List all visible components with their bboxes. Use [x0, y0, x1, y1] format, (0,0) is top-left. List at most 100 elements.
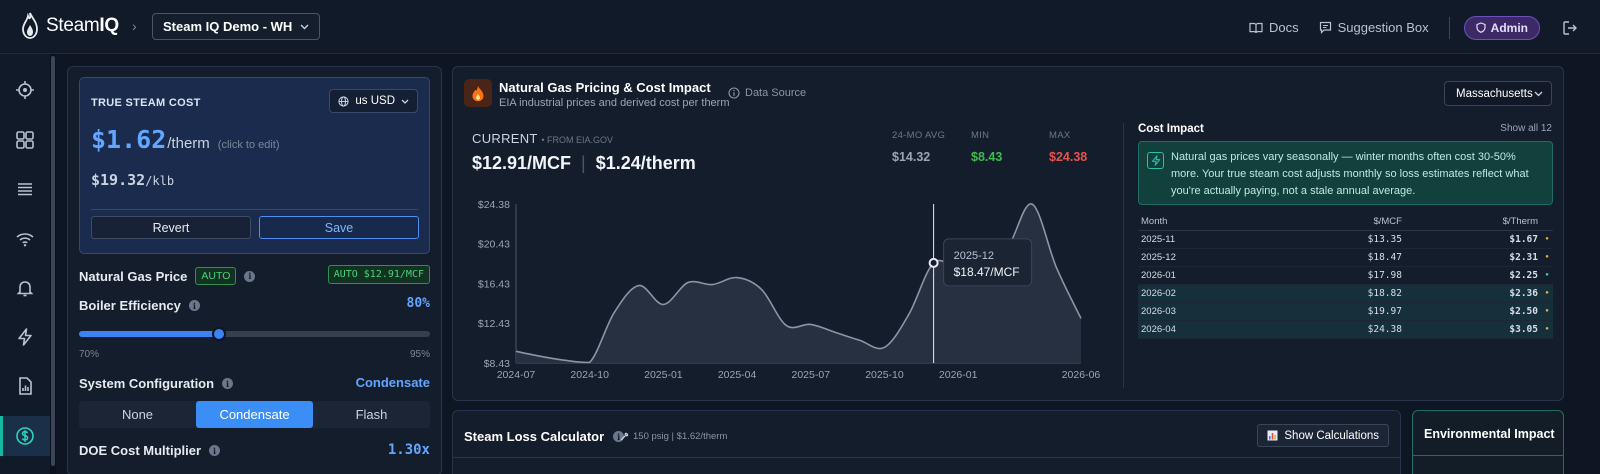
wifi-icon: [16, 233, 34, 247]
stat-min-value: $8.43: [971, 150, 1003, 164]
bolt-icon: [18, 328, 32, 346]
x-tick-label: 2024-07: [497, 369, 536, 381]
x-tick-label: 2025-04: [718, 369, 757, 381]
info-icon[interactable]: i: [188, 300, 200, 311]
sidebar: [0, 54, 56, 474]
book-icon: [1249, 22, 1263, 33]
cell-month: 2025-11: [1138, 230, 1273, 249]
data-source-link[interactable]: Data Source: [728, 87, 806, 99]
table-row[interactable]: 2025-11 $13.35 $1.67 ●: [1138, 230, 1553, 249]
currency-selector[interactable]: us USD: [329, 89, 418, 113]
info-icon[interactable]: i: [222, 378, 234, 389]
steam-cost-unit: /therm: [167, 135, 210, 152]
y-tick-label: $12.43: [478, 318, 510, 330]
table-row[interactable]: 2026-03 $19.97 $2.50 ●: [1138, 302, 1553, 321]
show-all-link[interactable]: Show all 12: [1500, 123, 1552, 134]
stat-min-label: MIN: [971, 130, 990, 141]
steam-cost-value: $1.62: [91, 125, 167, 154]
site-selector[interactable]: Steam IQ Demo - WH: [152, 13, 321, 40]
x-tick-label: 2024-10: [570, 369, 609, 381]
steam-cost-editable[interactable]: $1.62 /therm (click to edit): [91, 125, 280, 154]
x-tick-label: 2025-07: [792, 369, 831, 381]
table-row[interactable]: 2026-02 $18.82 $2.36 ●: [1138, 284, 1553, 303]
card-divider: [91, 209, 418, 210]
breadcrumb-chevron-icon: ›: [132, 18, 137, 34]
cost-card-title: TRUE STEAM COST: [91, 97, 201, 109]
system-config-label: System Configuration: [79, 376, 215, 391]
suggestion-box-link[interactable]: Suggestion Box: [1319, 20, 1429, 35]
sidebar-item-sensors[interactable]: [0, 219, 50, 259]
sidebar-item-dashboard[interactable]: [0, 120, 50, 160]
sidebar-item-list[interactable]: [0, 169, 50, 209]
status-dot: ●: [1541, 248, 1553, 267]
logout-button[interactable]: [1562, 20, 1578, 36]
y-tick-label: $24.38: [478, 199, 510, 211]
gas-panel-subtitle: EIA industrial prices and derived cost p…: [499, 97, 730, 109]
admin-badge[interactable]: Admin: [1463, 15, 1540, 40]
revert-button[interactable]: Revert: [91, 216, 251, 239]
sidebar-item-reports[interactable]: [0, 366, 50, 406]
table-row[interactable]: 2025-12 $18.47 $2.31 ●: [1138, 248, 1553, 267]
boiler-efficiency-slider[interactable]: [79, 327, 430, 341]
cell-month: 2026-01: [1138, 266, 1273, 285]
grid-icon: [16, 131, 34, 149]
panel-divider: [453, 457, 1400, 458]
state-selector[interactable]: Massachusetts: [1444, 81, 1552, 106]
system-option-none[interactable]: None: [121, 407, 154, 422]
sidebar-scrollbar-thumb[interactable]: [51, 56, 55, 466]
system-config-row: System Configuration i: [79, 376, 234, 391]
stat-24mo-avg: 24-MO AVG $14.32: [892, 130, 945, 164]
gas-pricing-panel: Natural Gas Pricing & Cost Impact EIA in…: [452, 66, 1564, 401]
info-icon[interactable]: i: [209, 445, 221, 456]
info-icon[interactable]: i: [244, 270, 256, 282]
chevron-down-icon: [300, 24, 309, 29]
info-circle-icon: [728, 87, 740, 99]
area-fill: [516, 203, 1081, 363]
table-row[interactable]: 2026-04 $24.38 $3.05 ●: [1138, 320, 1553, 339]
sidebar-item-energy[interactable]: [0, 317, 50, 357]
gas-price-auto-toggle[interactable]: AUTO: [195, 267, 237, 285]
show-calculations-button[interactable]: Show Calculations: [1257, 424, 1389, 447]
true-steam-cost-card: TRUE STEAM COST us USD $1.62 /therm (cli…: [79, 77, 430, 254]
table-header-row: Month $/MCF $/Therm: [1138, 213, 1553, 231]
slider-thumb[interactable]: [212, 327, 227, 341]
sidebar-item-costs[interactable]: [0, 416, 50, 456]
wrench-icon: [620, 432, 629, 440]
tooltip-label: 2025-12: [954, 250, 994, 262]
header-divider: [1448, 16, 1450, 39]
cell-therm: $2.50: [1404, 302, 1541, 321]
suggestion-label: Suggestion Box: [1337, 20, 1429, 35]
cell-month: 2026-04: [1138, 320, 1273, 339]
cell-month: 2026-02: [1138, 284, 1273, 303]
col-therm: $/Therm: [1404, 213, 1541, 231]
info-icon[interactable]: i: [613, 431, 625, 442]
table-row[interactable]: 2026-01 $17.98 $2.25 ●: [1138, 266, 1553, 285]
data-source-label: Data Source: [745, 87, 807, 99]
system-option-condensate[interactable]: Condensate: [196, 401, 313, 428]
stat-avg-label: 24-MO AVG: [892, 130, 946, 141]
col-indicator: [1541, 213, 1553, 231]
sidebar-item-alerts[interactable]: [0, 268, 50, 308]
chevron-down-icon: [401, 99, 409, 104]
save-button[interactable]: Save: [259, 216, 419, 239]
chevron-down-icon: [1534, 91, 1543, 96]
seasonal-note: Natural gas prices vary seasonally — win…: [1138, 141, 1553, 205]
logo[interactable]: SteamIQ: [20, 12, 119, 40]
steam-loss-meta: 150 psig | $1.62/therm: [619, 431, 727, 442]
admin-label: Admin: [1490, 20, 1528, 35]
gas-price-row: Natural Gas Price AUTO i: [79, 267, 256, 285]
panel-divider: [1413, 455, 1563, 456]
cell-mcf: $19.97: [1272, 302, 1405, 321]
current-price-source: • FROM EIA.GOV: [541, 135, 614, 145]
cell-therm: $2.36: [1404, 284, 1541, 303]
state-label: Massachusetts: [1456, 87, 1533, 100]
currency-label: us USD: [355, 95, 395, 107]
stat-min: MIN $8.43: [971, 130, 1002, 164]
cell-mcf: $17.98: [1272, 266, 1405, 285]
system-option-flash[interactable]: Flash: [355, 407, 388, 422]
docs-link[interactable]: Docs: [1249, 20, 1299, 35]
sidebar-item-target[interactable]: [0, 70, 50, 110]
click-to-edit-hint: (click to edit): [217, 139, 280, 151]
current-therm: $1.24/therm: [595, 153, 696, 173]
